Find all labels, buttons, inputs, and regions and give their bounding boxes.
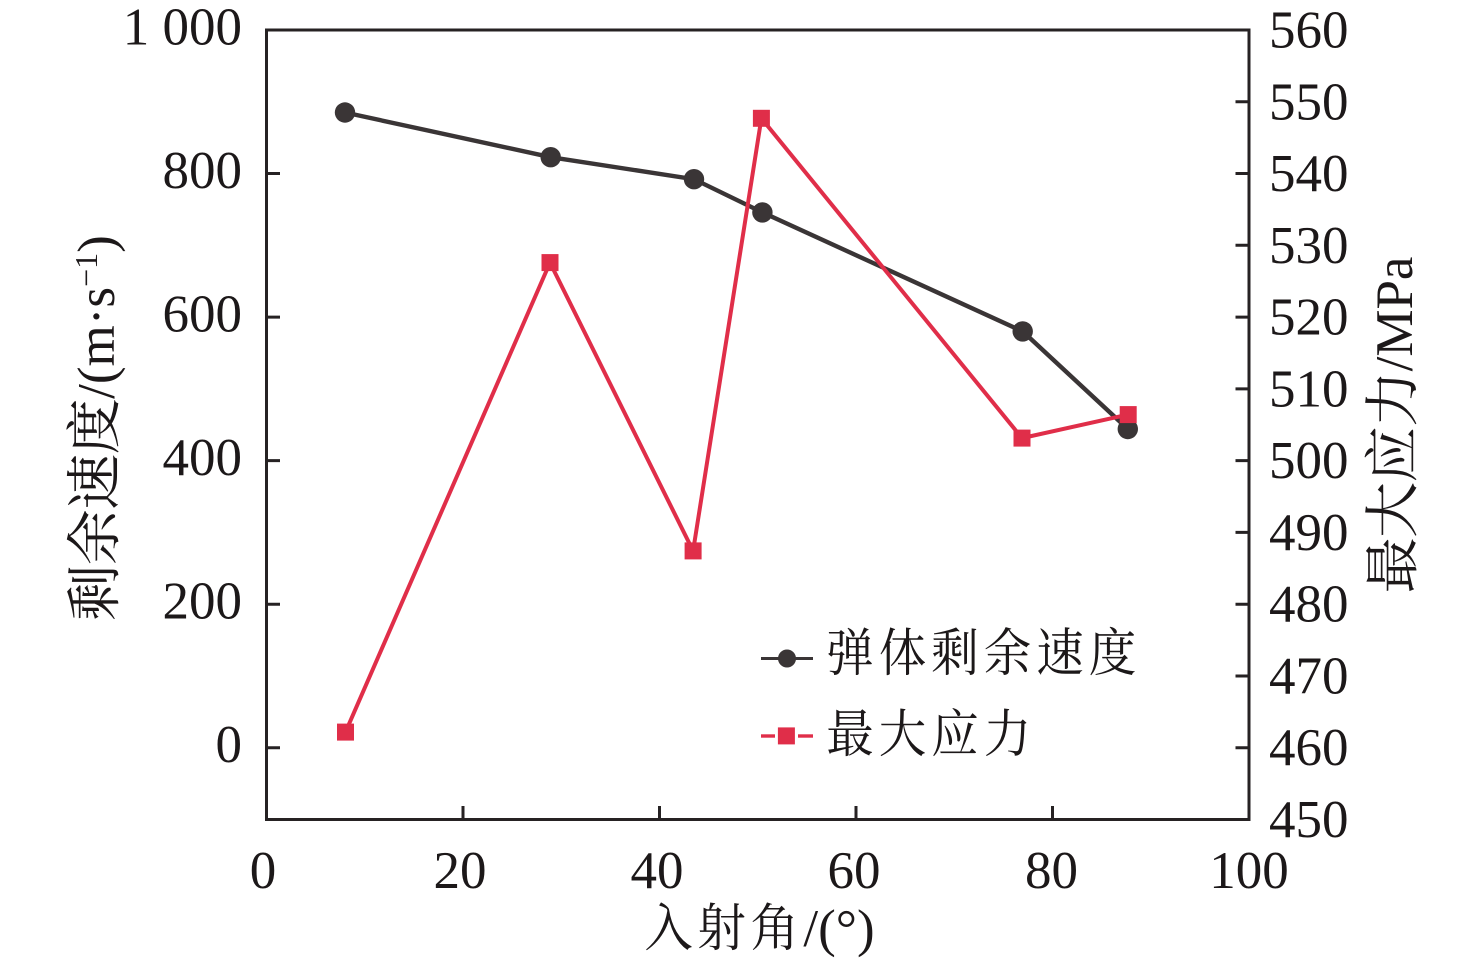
svg-text:0: 0 (216, 716, 243, 774)
svg-text:510: 510 (1269, 360, 1349, 418)
svg-text:400: 400 (163, 429, 243, 487)
svg-text:480: 480 (1269, 576, 1349, 634)
svg-text:1 000: 1 000 (123, 0, 242, 57)
svg-text:540: 540 (1269, 145, 1349, 203)
svg-text:/(°): /(°) (803, 900, 874, 958)
svg-text:550: 550 (1269, 73, 1349, 131)
svg-text:800: 800 (163, 142, 243, 200)
svg-text:80: 80 (1025, 842, 1078, 900)
svg-text:460: 460 (1269, 719, 1349, 777)
svg-text:560: 560 (1269, 2, 1349, 60)
svg-text:100: 100 (1209, 842, 1289, 900)
svg-text:530: 530 (1269, 217, 1349, 275)
svg-text:470: 470 (1269, 648, 1349, 706)
svg-text:600: 600 (163, 286, 243, 344)
svg-text:): ) (68, 235, 126, 253)
svg-text:490: 490 (1269, 504, 1349, 562)
svg-text:/MPa: /MPa (1366, 257, 1424, 372)
svg-text:60: 60 (828, 842, 881, 900)
svg-text:20: 20 (434, 842, 487, 900)
svg-text:450: 450 (1269, 791, 1349, 849)
svg-text:−1: −1 (68, 253, 104, 287)
svg-text:/(m·s: /(m·s (68, 287, 126, 399)
svg-text:200: 200 (163, 573, 243, 631)
svg-text:40: 40 (631, 842, 684, 900)
svg-text:500: 500 (1269, 432, 1349, 490)
svg-text:0: 0 (250, 842, 277, 900)
svg-text:520: 520 (1269, 289, 1349, 347)
